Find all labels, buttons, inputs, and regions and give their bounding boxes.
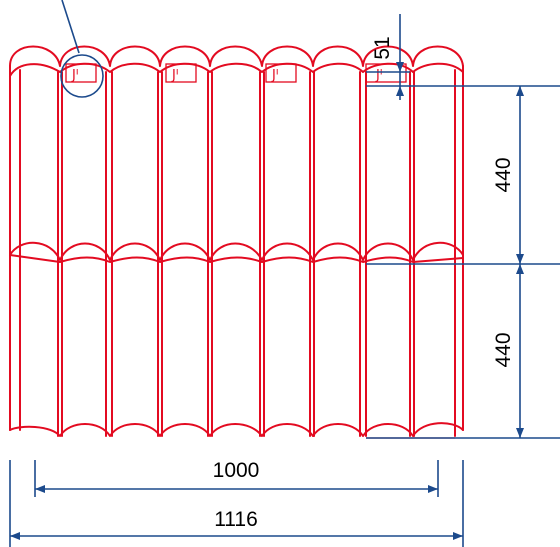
dim-upper-row: 440 [492, 157, 515, 192]
dim-lower-row: 440 [492, 332, 515, 367]
dim-top-step: 51 [371, 36, 394, 59]
middle-step-line-2 [9, 254, 464, 263]
clip-box-3 [265, 63, 297, 83]
clip-symbol-3: Jᑊ [271, 68, 278, 83]
top-crest-line [9, 45, 464, 67]
right-dimensions: 51 440 440 [366, 14, 560, 439]
magnifier-callout-icon [60, 0, 104, 98]
clip-box-4 [365, 63, 407, 83]
clip-box-2 [165, 63, 197, 83]
middle-step-line [9, 241, 464, 261]
clip-box-1 [65, 63, 97, 83]
dim-total-width: 1116 [214, 508, 258, 531]
clip-symbol-4: Jᑊ [375, 68, 382, 83]
bottom-wave-line [9, 422, 464, 437]
clip-marks: Jᑊ Jᑊ Jᑊ Jᑊ [65, 63, 407, 83]
vertical-ribs [9, 65, 464, 437]
dim-effective-width: 1000 [213, 459, 260, 482]
tile-sheet: Jᑊ Jᑊ Jᑊ Jᑊ [9, 45, 464, 439]
bottom-dimensions: 1000 1116 [9, 459, 464, 547]
clip-symbol-2: Jᑊ [171, 68, 178, 83]
clip-symbol-1: Jᑊ [71, 68, 78, 83]
